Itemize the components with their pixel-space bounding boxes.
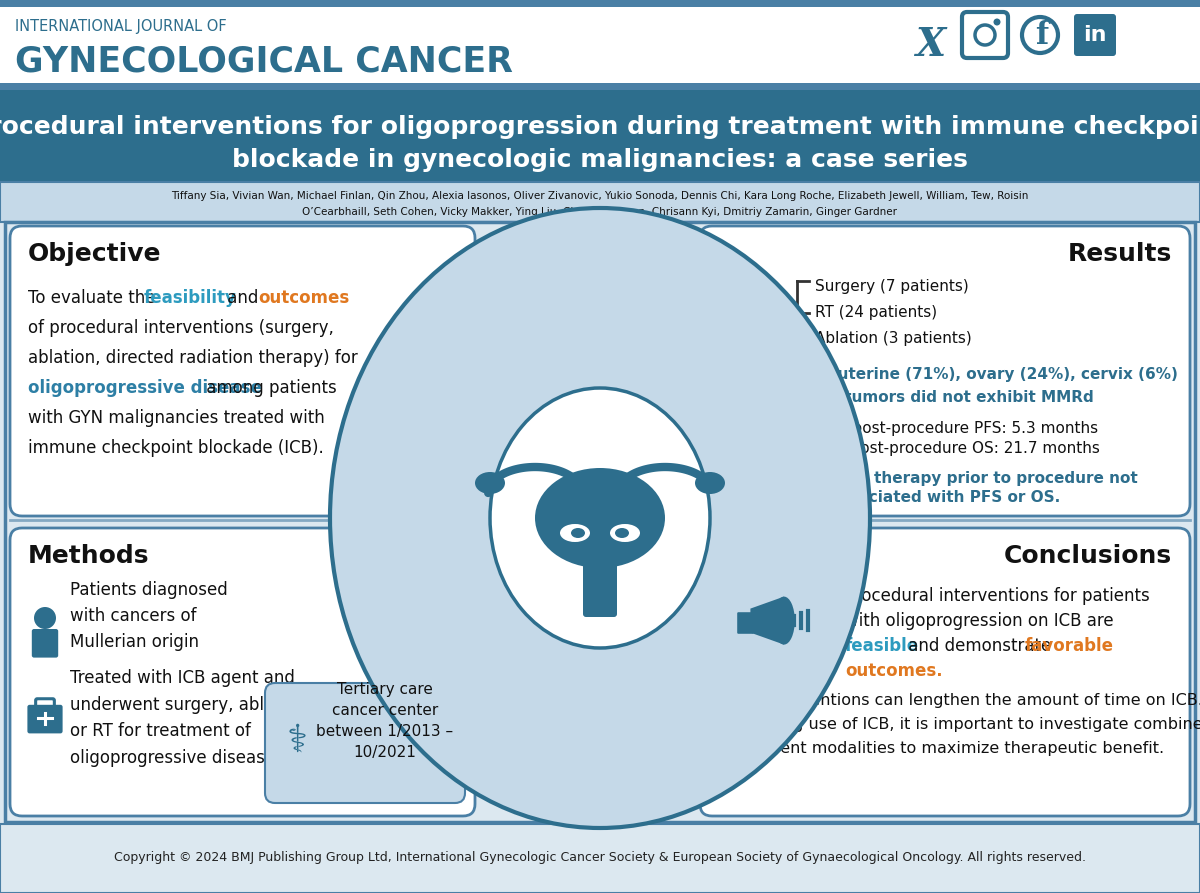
Text: To evaluate the: To evaluate the xyxy=(28,289,161,307)
Text: Results: Results xyxy=(1068,242,1172,266)
Text: feasibility: feasibility xyxy=(143,289,236,307)
Ellipse shape xyxy=(475,472,505,494)
Text: With expanding use of ICB, it is important to investigate combined: With expanding use of ICB, it is importa… xyxy=(677,716,1200,731)
Text: Procedural interventions for patients: Procedural interventions for patients xyxy=(845,587,1150,605)
Text: outcomes.: outcomes. xyxy=(845,662,943,680)
Text: Copyright © 2024 BMJ Publishing Group Ltd, International Gynecologic Cancer Soci: Copyright © 2024 BMJ Publishing Group Lt… xyxy=(114,852,1086,864)
Polygon shape xyxy=(750,597,784,645)
Text: 🤲: 🤲 xyxy=(433,270,460,313)
Text: Procedural interventions for oligoprogression during treatment with immune check: Procedural interventions for oligoprogre… xyxy=(0,115,1200,139)
Text: Disease sites: uterine (71%), ovary (24%), cervix (6%): Disease sites: uterine (71%), ovary (24%… xyxy=(713,366,1177,381)
FancyBboxPatch shape xyxy=(0,824,1200,893)
FancyBboxPatch shape xyxy=(28,705,62,733)
Text: Patients diagnosed
with cancers of
Mullerian origin: Patients diagnosed with cancers of Mulle… xyxy=(70,580,228,651)
Text: O’Cearbhaill, Seth Cohen, Vicky Makker, Ying Liu, Claire Friedman, Chrisann Kyi,: O’Cearbhaill, Seth Cohen, Vicky Makker, … xyxy=(302,207,898,217)
Ellipse shape xyxy=(610,524,640,542)
Ellipse shape xyxy=(330,208,870,828)
Text: associated with PFS or OS.: associated with PFS or OS. xyxy=(830,490,1060,505)
Text: X: X xyxy=(914,26,946,64)
Circle shape xyxy=(994,19,1001,26)
Text: immune checkpoint blockade (ICB).: immune checkpoint blockade (ICB). xyxy=(28,439,324,457)
Text: Tertiary care
cancer center
between 1/2013 –
10/2021: Tertiary care cancer center between 1/20… xyxy=(317,682,454,760)
Ellipse shape xyxy=(490,388,710,648)
Text: blockade in gynecologic malignancies: a case series: blockade in gynecologic malignancies: a … xyxy=(232,148,968,172)
Text: Median post-procedure OS: 21.7 months: Median post-procedure OS: 21.7 months xyxy=(790,440,1100,455)
FancyBboxPatch shape xyxy=(0,83,1200,90)
FancyBboxPatch shape xyxy=(265,683,466,803)
FancyBboxPatch shape xyxy=(5,222,1195,822)
Text: Objective: Objective xyxy=(28,242,162,266)
Text: Most tumors did not exhibit MMRd: Most tumors did not exhibit MMRd xyxy=(797,390,1093,405)
Ellipse shape xyxy=(773,597,794,645)
Text: INTERNATIONAL JOURNAL OF: INTERNATIONAL JOURNAL OF xyxy=(14,20,227,35)
Ellipse shape xyxy=(571,528,586,538)
FancyBboxPatch shape xyxy=(0,90,1200,182)
Text: Surgery (7 patients): Surgery (7 patients) xyxy=(815,280,968,295)
Text: Methods: Methods xyxy=(28,544,150,568)
Text: ablation, directed radiation therapy) for: ablation, directed radiation therapy) fo… xyxy=(28,349,358,367)
FancyBboxPatch shape xyxy=(32,629,59,657)
Text: Tiffany Sia, Vivian Wan, Michael Finlan, Qin Zhou, Alexia Iasonos, Oliver Zivano: Tiffany Sia, Vivian Wan, Michael Finlan,… xyxy=(172,191,1028,201)
Text: with oligoprogression on ICB are: with oligoprogression on ICB are xyxy=(845,612,1114,630)
Text: RT (24 patients): RT (24 patients) xyxy=(815,305,937,320)
Text: oligoprogressive disease: oligoprogressive disease xyxy=(28,379,262,397)
Text: Conclusions: Conclusions xyxy=(1004,544,1172,568)
Text: GYNECOLOGICAL CANCER: GYNECOLOGICAL CANCER xyxy=(14,45,512,79)
Text: treatment modalities to maximize therapeutic benefit.: treatment modalities to maximize therape… xyxy=(726,740,1164,755)
Text: f: f xyxy=(1036,21,1049,52)
Text: outcomes: outcomes xyxy=(258,289,349,307)
Text: and demonstrate: and demonstrate xyxy=(902,637,1056,655)
Text: Median post-procedure PFS: 5.3 months: Median post-procedure PFS: 5.3 months xyxy=(792,421,1098,436)
FancyBboxPatch shape xyxy=(700,528,1190,816)
Text: of procedural interventions (surgery,: of procedural interventions (surgery, xyxy=(28,319,334,337)
Ellipse shape xyxy=(616,528,629,538)
Text: feasible: feasible xyxy=(845,637,919,655)
Text: Length of ICB therapy prior to procedure not: Length of ICB therapy prior to procedure… xyxy=(752,471,1138,486)
Text: Targeted interventions can lengthen the amount of time on ICB.: Targeted interventions can lengthen the … xyxy=(688,692,1200,707)
FancyBboxPatch shape xyxy=(10,528,475,816)
FancyBboxPatch shape xyxy=(737,613,754,634)
Text: Treated with ICB agent and
underwent surgery, ablation,
or RT for treatment of
o: Treated with ICB agent and underwent sur… xyxy=(70,670,311,766)
FancyBboxPatch shape xyxy=(700,226,1190,516)
FancyBboxPatch shape xyxy=(583,563,617,617)
Ellipse shape xyxy=(560,524,590,542)
Circle shape xyxy=(34,607,56,629)
Text: in: in xyxy=(1084,25,1106,45)
Text: patients: patients xyxy=(721,315,788,333)
Text: among patients: among patients xyxy=(200,379,336,397)
Text: Ablation (3 patients): Ablation (3 patients) xyxy=(815,330,972,346)
Text: and: and xyxy=(222,289,264,307)
Text: with GYN malignancies treated with: with GYN malignancies treated with xyxy=(28,409,325,427)
Text: favorable: favorable xyxy=(1025,637,1114,655)
Text: ⚕: ⚕ xyxy=(287,722,307,760)
FancyBboxPatch shape xyxy=(0,0,1200,7)
FancyBboxPatch shape xyxy=(0,182,1200,222)
FancyBboxPatch shape xyxy=(1074,14,1116,56)
Ellipse shape xyxy=(695,472,725,494)
FancyBboxPatch shape xyxy=(10,226,475,516)
Text: 34: 34 xyxy=(732,281,778,314)
FancyBboxPatch shape xyxy=(0,0,1200,90)
Ellipse shape xyxy=(535,468,665,568)
